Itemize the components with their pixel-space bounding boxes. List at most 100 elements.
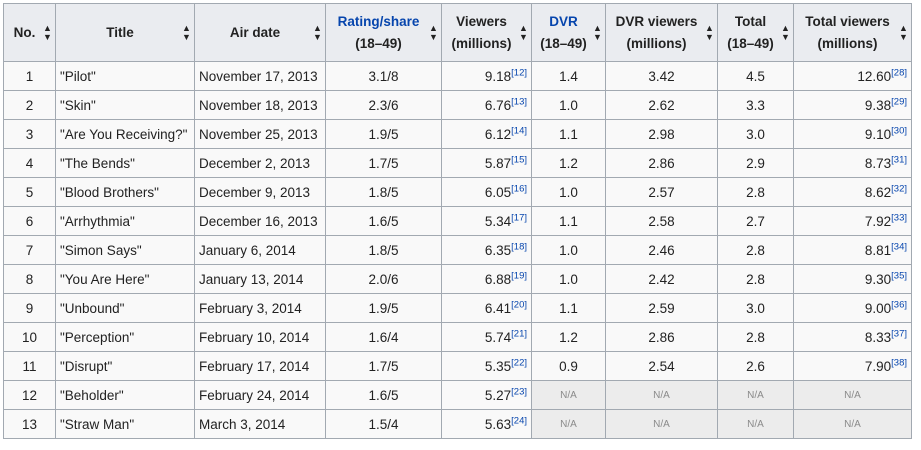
sort-arrows-icon[interactable]: ▲ ▼: [899, 22, 908, 42]
col-header-no[interactable]: No. ▲ ▼: [3, 3, 56, 62]
cell-air-date: November 18, 2013: [194, 90, 326, 120]
cell-viewers: 6.76[13]: [441, 90, 532, 120]
citation-link[interactable]: [32]: [891, 183, 907, 194]
citation-link[interactable]: [20]: [511, 299, 527, 310]
sort-arrows-icon[interactable]: ▲ ▼: [182, 22, 191, 42]
cell-air-date: February 3, 2014: [194, 293, 326, 323]
cell-total: 3.0: [717, 293, 794, 323]
table-row: 2 "Skin" November 18, 2013 2.3/6 6.76[13] 1.0…: [3, 90, 912, 120]
sort-arrows-icon[interactable]: ▲ ▼: [429, 22, 438, 42]
cell-viewers: 5.35[22]: [441, 351, 532, 381]
citation-link[interactable]: [29]: [891, 96, 907, 107]
citation-link[interactable]: [13]: [511, 96, 527, 107]
col-header-title[interactable]: Title ▲ ▼: [55, 3, 195, 62]
citation-link[interactable]: [15]: [511, 154, 527, 165]
citation-link[interactable]: [17]: [511, 212, 527, 223]
dvr-link[interactable]: DVR: [549, 13, 578, 29]
cell-total-viewers: 8.62[32]: [793, 177, 912, 207]
cell-total: 3.3: [717, 90, 794, 120]
cell-rating-share: 1.8/5: [325, 177, 442, 207]
cell-dvr-viewers: 2.46: [605, 235, 718, 265]
citation-link[interactable]: [33]: [891, 212, 907, 223]
citation-link[interactable]: [14]: [511, 125, 527, 136]
cell-rating-share: 1.7/5: [325, 148, 442, 178]
sort-arrows-icon[interactable]: ▲ ▼: [593, 22, 602, 42]
citation-link[interactable]: [18]: [511, 241, 527, 252]
sort-arrows-icon[interactable]: ▲ ▼: [705, 22, 714, 42]
col-header-air-date[interactable]: Air date ▲ ▼: [194, 3, 326, 62]
table-row: 11 "Disrupt" February 17, 2014 1.7/5 5.35[22…: [3, 351, 912, 381]
cell-rating-share: 1.6/5: [325, 380, 442, 410]
cell-total-viewers: N/A: [793, 380, 912, 410]
citation-link[interactable]: [38]: [891, 357, 907, 368]
citation-link[interactable]: [31]: [891, 154, 907, 165]
rating-share-link[interactable]: Rating/share: [337, 13, 420, 29]
cell-total: 3.0: [717, 119, 794, 149]
citation-link[interactable]: [24]: [511, 415, 527, 426]
cell-air-date: November 25, 2013: [194, 119, 326, 149]
cell-no: 6: [3, 206, 56, 236]
cell-title: "Perception": [55, 322, 195, 352]
cell-dvr: 1.0: [531, 177, 606, 207]
citation-link[interactable]: [34]: [891, 241, 907, 252]
table-row: 6 "Arrhythmia" December 16, 2013 1.6/5 5.34[…: [3, 206, 912, 236]
sort-arrows-icon[interactable]: ▲ ▼: [43, 22, 52, 42]
cell-dvr: 1.1: [531, 206, 606, 236]
sort-arrows-icon[interactable]: ▲ ▼: [519, 22, 528, 42]
cell-dvr: N/A: [531, 380, 606, 410]
col-header-rating-share[interactable]: Rating/share (18–49) ▲ ▼: [325, 3, 442, 62]
cell-total-viewers: 12.60[28]: [793, 61, 912, 91]
cell-title: "Pilot": [55, 61, 195, 91]
header-row: No. ▲ ▼ Title ▲ ▼ Air date ▲ ▼ Rating/share (18…: [3, 3, 912, 62]
table-row: 3 "Are You Receiving?" November 25, 2013 1.…: [3, 119, 912, 149]
cell-total: 4.5: [717, 61, 794, 91]
col-header-total-viewers[interactable]: Total viewers (millions) ▲ ▼: [793, 3, 912, 62]
cell-dvr: 1.2: [531, 322, 606, 352]
cell-total: N/A: [717, 409, 794, 439]
cell-total: N/A: [717, 380, 794, 410]
cell-dvr-viewers: 3.42: [605, 61, 718, 91]
cell-air-date: January 13, 2014: [194, 264, 326, 294]
cell-dvr-viewers: 2.62: [605, 90, 718, 120]
cell-rating-share: 1.5/4: [325, 409, 442, 439]
citation-link[interactable]: [35]: [891, 270, 907, 281]
col-header-viewers[interactable]: Viewers (millions) ▲ ▼: [441, 3, 532, 62]
citation-link[interactable]: [19]: [511, 270, 527, 281]
sort-arrows-icon[interactable]: ▲ ▼: [313, 22, 322, 42]
citation-link[interactable]: [36]: [891, 299, 907, 310]
cell-dvr: 1.2: [531, 148, 606, 178]
sort-arrows-icon[interactable]: ▲ ▼: [781, 22, 790, 42]
cell-air-date: February 17, 2014: [194, 351, 326, 381]
cell-viewers: 5.27[23]: [441, 380, 532, 410]
cell-total-viewers: 9.30[35]: [793, 264, 912, 294]
col-header-total[interactable]: Total (18–49) ▲ ▼: [717, 3, 794, 62]
cell-dvr-viewers: 2.86: [605, 148, 718, 178]
citation-link[interactable]: [12]: [511, 67, 527, 78]
citation-link[interactable]: [23]: [511, 386, 527, 397]
cell-title: "Blood Brothers": [55, 177, 195, 207]
cell-total-viewers: 8.81[34]: [793, 235, 912, 265]
cell-viewers: 5.87[15]: [441, 148, 532, 178]
cell-total-viewers: 8.33[37]: [793, 322, 912, 352]
cell-rating-share: 1.9/5: [325, 119, 442, 149]
citation-link[interactable]: [37]: [891, 328, 907, 339]
citation-link[interactable]: [21]: [511, 328, 527, 339]
cell-dvr: 1.0: [531, 264, 606, 294]
cell-air-date: February 24, 2014: [194, 380, 326, 410]
citation-link[interactable]: [22]: [511, 357, 527, 368]
citation-link[interactable]: [30]: [891, 125, 907, 136]
cell-dvr: 1.0: [531, 235, 606, 265]
citation-link[interactable]: [16]: [511, 183, 527, 194]
col-header-dvr-viewers[interactable]: DVR viewers (millions) ▲ ▼: [605, 3, 718, 62]
cell-title: "Skin": [55, 90, 195, 120]
col-header-dvr[interactable]: DVR (18–49) ▲ ▼: [531, 3, 606, 62]
cell-title: "The Bends": [55, 148, 195, 178]
cell-title: "You Are Here": [55, 264, 195, 294]
citation-link[interactable]: [28]: [891, 67, 907, 78]
cell-total-viewers: 8.73[31]: [793, 148, 912, 178]
cell-rating-share: 2.3/6: [325, 90, 442, 120]
cell-viewers: 6.35[18]: [441, 235, 532, 265]
cell-no: 2: [3, 90, 56, 120]
table-row: 8 "You Are Here" January 13, 2014 2.0/6 6.88…: [3, 264, 912, 294]
cell-total-viewers: 9.00[36]: [793, 293, 912, 323]
